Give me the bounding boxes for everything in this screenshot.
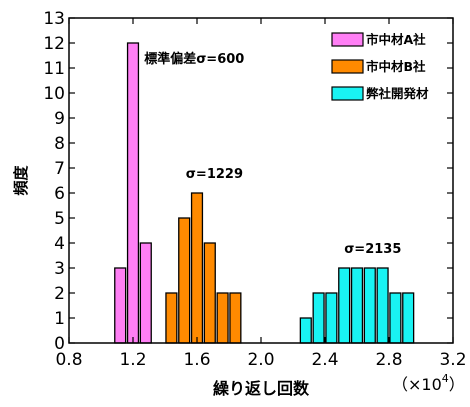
bar-series2-5 bbox=[229, 292, 242, 344]
y-tick-label: 4 bbox=[54, 234, 65, 254]
y-tick-label: 0 bbox=[54, 334, 65, 354]
bar-series3-6 bbox=[376, 267, 389, 344]
x-tick-label: 2.0 bbox=[247, 350, 274, 370]
bar-series1-1 bbox=[126, 42, 140, 344]
y-tick-label: 10 bbox=[43, 84, 65, 104]
bar-series3-1 bbox=[312, 292, 325, 344]
bar-series3-0 bbox=[299, 317, 312, 344]
bar-series2-4 bbox=[216, 292, 229, 344]
x-axis-multiplier: （×104） bbox=[392, 372, 465, 394]
legend-swatch-3 bbox=[331, 86, 364, 101]
y-tick-label: 3 bbox=[54, 259, 65, 279]
bar-series1-0 bbox=[114, 267, 127, 344]
sigma-annotation-3: σ=2135 bbox=[344, 242, 401, 257]
y-tick-label: 8 bbox=[54, 134, 65, 154]
bar-series3-2 bbox=[325, 292, 338, 344]
y-tick-label: 5 bbox=[54, 209, 65, 229]
y-tick-label: 6 bbox=[54, 184, 65, 204]
bar-series3-5 bbox=[363, 267, 376, 344]
x-tick-label: 3.2 bbox=[439, 350, 466, 370]
sigma-annotation-2: σ=1229 bbox=[186, 167, 243, 182]
legend-swatch-1 bbox=[331, 32, 364, 47]
y-tick-label: 1 bbox=[54, 309, 65, 329]
bar-series2-1 bbox=[178, 217, 191, 344]
bar-series3-4 bbox=[350, 267, 364, 344]
bar-series2-3 bbox=[203, 242, 216, 344]
y-tick-label: 2 bbox=[54, 284, 65, 304]
y-tick-label: 11 bbox=[43, 59, 65, 79]
legend-swatch-2 bbox=[331, 59, 364, 74]
y-tick-label: 12 bbox=[43, 34, 65, 54]
x-tick-label: 2.4 bbox=[311, 350, 338, 370]
x-axis-label: 繰り返し回数 bbox=[213, 379, 310, 398]
bar-series1-2 bbox=[139, 242, 152, 344]
y-tick-label: 9 bbox=[54, 109, 65, 129]
x-tick-label: 1.6 bbox=[183, 350, 210, 370]
sigma-annotation-1: 標準偏差σ=600 bbox=[144, 51, 244, 67]
bar-series3-3 bbox=[338, 267, 351, 344]
x-tick-label: 0.8 bbox=[55, 350, 82, 370]
legend-label-1: 市中材A社 bbox=[366, 32, 426, 47]
y-tick-label: 13 bbox=[43, 9, 65, 29]
legend-label-2: 市中材B社 bbox=[366, 59, 426, 74]
bar-series3-8 bbox=[402, 292, 415, 344]
y-tick-label: 7 bbox=[54, 159, 65, 179]
bar-series3-7 bbox=[389, 292, 402, 344]
x-tick-label: 1.2 bbox=[119, 350, 146, 370]
y-axis-label: 頻度 bbox=[12, 165, 30, 196]
x-tick-label: 2.8 bbox=[375, 350, 402, 370]
bar-series2-2 bbox=[190, 192, 204, 344]
legend-label-3: 弊社開発材 bbox=[366, 86, 429, 101]
bar-series2-0 bbox=[165, 292, 178, 344]
